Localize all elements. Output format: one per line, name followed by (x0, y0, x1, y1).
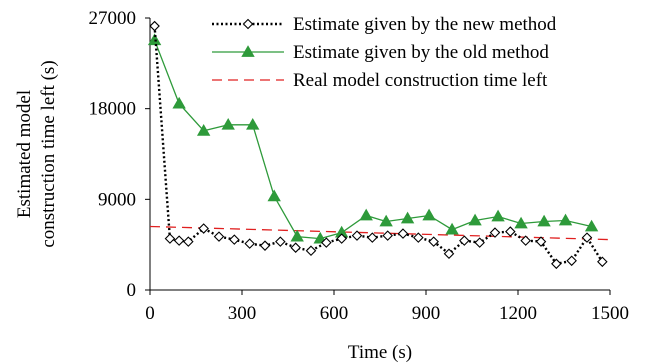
data-point-diamond (597, 256, 608, 268)
data-point-diamond (489, 227, 501, 238)
y-axis-label-line-2: construction time left (s) (38, 60, 59, 247)
legend-item: Estimate given by the new method (212, 14, 557, 35)
data-point-triangle (359, 208, 373, 221)
series-line (149, 225, 611, 241)
data-point-diamond (520, 235, 531, 246)
data-point-triangle (491, 209, 505, 222)
data-point-diamond (351, 230, 363, 241)
legend-label: Estimate given by the old method (293, 42, 549, 63)
data-point-diamond (305, 245, 317, 256)
data-point-diamond (443, 248, 455, 260)
legend-label: Estimate given by the new method (293, 14, 557, 35)
y-tick-label: 18000 (89, 99, 137, 120)
data-point-diamond (164, 233, 176, 244)
plot-area: 0 300 600 900 1200 1500 0 9000 18000 27000 (89, 8, 630, 324)
data-point-diamond (229, 234, 240, 245)
data-point-diamond (242, 18, 254, 30)
y-axis-label-line-1: Estimated model (14, 90, 35, 218)
legend-item: Real model construction time left (212, 70, 548, 91)
data-point-diamond (428, 236, 439, 247)
x-tick-label: 0 (145, 303, 155, 324)
data-point-diamond (474, 237, 485, 248)
data-point-triangle (445, 222, 459, 235)
data-point-diamond (259, 240, 271, 251)
data-point-triangle (379, 214, 393, 227)
data-point-diamond (566, 255, 577, 267)
data-point-diamond (213, 231, 225, 242)
series-2 (147, 33, 599, 244)
data-point-triangle (147, 33, 162, 46)
series-layer (147, 20, 611, 270)
x-tick-label: 1200 (499, 303, 537, 324)
legend-item: Estimate given by the old method (212, 42, 549, 63)
data-point-triangle (290, 229, 304, 242)
y-tick-label: 27000 (89, 8, 137, 29)
data-point-diamond (367, 232, 378, 243)
x-tick-label: 300 (228, 303, 257, 324)
y-axis-label: Estimated model construction time left (… (14, 60, 59, 247)
data-point-diamond (198, 223, 209, 234)
data-point-triangle (172, 96, 186, 109)
data-point-diamond (581, 232, 593, 243)
data-point-triangle (221, 117, 235, 130)
x-tick-label: 600 (320, 303, 349, 324)
legend: Estimate given by the new method Estimate… (212, 14, 557, 91)
data-point-diamond (183, 236, 194, 247)
series-1 (149, 20, 608, 270)
data-point-triangle (400, 211, 415, 224)
data-point-diamond (149, 20, 160, 32)
y-ticks: 0 9000 18000 27000 (89, 8, 150, 301)
data-point-diamond (290, 242, 301, 253)
data-point-diamond (459, 235, 470, 246)
data-point-diamond (275, 236, 286, 247)
data-point-triangle (558, 213, 573, 226)
data-point-diamond (321, 237, 332, 248)
legend-label: Real model construction time left (293, 70, 548, 91)
data-point-diamond (336, 233, 347, 244)
data-point-triangle (514, 216, 528, 229)
series-3 (149, 225, 611, 241)
data-point-triangle (241, 45, 255, 57)
x-ticks: 0 300 600 900 1200 1500 (145, 290, 629, 324)
x-axis-label: Time (s) (348, 342, 412, 363)
data-point-diamond (173, 235, 185, 246)
data-point-triangle (584, 219, 599, 232)
data-point-triangle (267, 189, 281, 202)
data-point-triangle (313, 231, 327, 244)
x-tick-label: 1500 (591, 303, 629, 324)
data-point-triangle (246, 117, 260, 130)
data-point-triangle (468, 213, 482, 226)
data-point-diamond (505, 226, 516, 237)
data-point-diamond (551, 258, 562, 270)
data-point-diamond (413, 232, 424, 243)
y-tick-label: 9000 (98, 189, 136, 210)
data-point-triangle (422, 208, 436, 221)
data-point-triangle (537, 214, 551, 227)
data-point-diamond (397, 228, 409, 239)
data-point-triangle (196, 124, 211, 136)
data-point-diamond (535, 236, 547, 247)
y-tick-label: 0 (127, 280, 137, 301)
series-line (153, 39, 592, 240)
data-point-diamond (382, 230, 393, 241)
x-tick-label: 900 (412, 303, 441, 324)
data-point-diamond (244, 238, 255, 249)
